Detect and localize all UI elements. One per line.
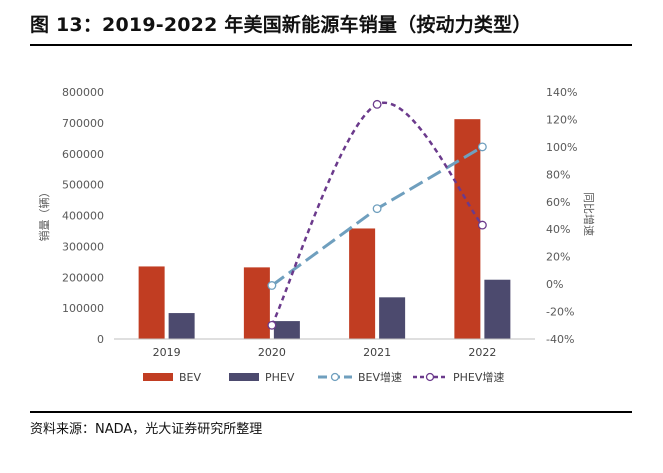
y-tick-label: 800000: [62, 86, 104, 99]
y-right-tick-label: -40%: [546, 333, 574, 346]
y-tick-label: 100000: [62, 302, 104, 315]
legend-label: BEV增速: [358, 370, 402, 384]
y-right-tick-label: 120%: [546, 113, 577, 126]
y-tick-label: 0: [97, 333, 104, 346]
y-tick-label: 400000: [62, 210, 104, 223]
y-right-tick-label: 60%: [546, 196, 570, 209]
point-phev-growth: [372, 99, 382, 109]
legend-label: BEV: [179, 371, 201, 384]
x-tick-label: 2021: [363, 346, 391, 359]
y-tick-label: 200000: [62, 271, 104, 284]
bar-bev-2022: [454, 119, 481, 339]
y-tick-label: 700000: [62, 117, 104, 130]
y-right-tick-label: 100%: [546, 141, 577, 154]
bar-phev-2019: [168, 313, 195, 339]
bar-phev-2022: [484, 279, 511, 339]
point-bev-growth: [372, 204, 382, 214]
legend-label: PHEV: [265, 371, 295, 384]
bar-bev-2021: [349, 228, 376, 339]
y-right-tick-label: 140%: [546, 86, 577, 99]
y-tick-label: 600000: [62, 148, 104, 161]
x-tick-label: 2020: [258, 346, 286, 359]
bar-bev-2020: [243, 267, 270, 339]
top-rule: [30, 44, 632, 46]
plot-area: 0 100000 200000 300000 400000 500000 600000 700…: [62, 86, 577, 384]
point-bev-growth: [477, 142, 487, 152]
legend-swatch-phev: [229, 373, 259, 381]
bar-phev-2021: [379, 297, 406, 339]
bar-phev-2020: [273, 321, 300, 339]
line-bev-growth: [270, 145, 484, 287]
legend-swatch-bev: [143, 373, 173, 381]
x-tick-label: 2019: [153, 346, 181, 359]
legend-label: PHEV增速: [453, 370, 504, 384]
point-bev-growth: [267, 281, 277, 290]
legend-marker: [330, 372, 340, 382]
y-right-tick-label: 0%: [546, 278, 563, 291]
point-phev-growth: [267, 320, 277, 330]
x-tick-label: 2022: [468, 346, 496, 359]
y-right-tick-label: -20%: [546, 306, 574, 319]
legend-marker: [425, 372, 435, 382]
y-tick-label: 500000: [62, 179, 104, 192]
y-right-tick-label: 40%: [546, 223, 570, 236]
bottom-rule: [30, 411, 632, 413]
y-right-tick-label: 80%: [546, 168, 570, 181]
bar-bev-2019: [138, 266, 165, 339]
y-tick-label: 300000: [62, 240, 104, 253]
y-axis-right-label: 同比增速: [582, 192, 596, 236]
line-phev-growth: [270, 101, 484, 326]
figure-title: 图 13：2019-2022 年美国新能源车销量（按动力类型）: [30, 14, 532, 36]
source-note: 资料来源：NADA，光大证券研究所整理: [30, 422, 263, 437]
y-right-tick-label: 20%: [546, 251, 570, 264]
point-phev-growth: [477, 220, 487, 230]
y-axis-label: 销量（辆）: [37, 187, 51, 242]
